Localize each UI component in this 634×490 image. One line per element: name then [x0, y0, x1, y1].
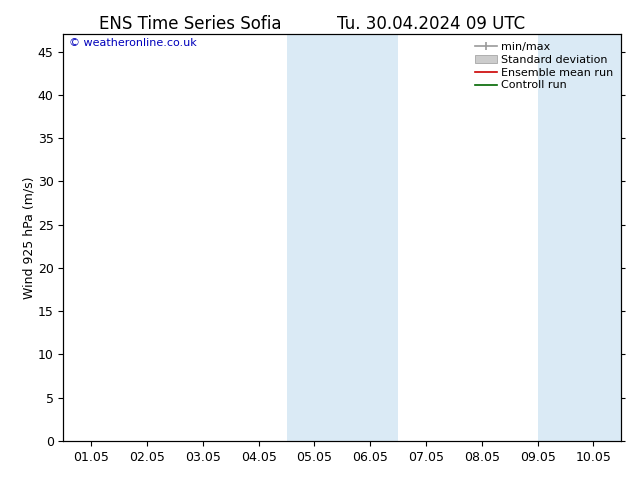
Bar: [342, 34, 398, 441]
Legend: min/max, Standard deviation, Ensemble mean run, Controll run: min/max, Standard deviation, Ensemble me…: [472, 40, 616, 93]
Text: ENS Time Series Sofia: ENS Time Series Sofia: [99, 15, 281, 33]
Bar: [287, 34, 342, 441]
Bar: [593, 34, 634, 441]
Text: © weatheronline.co.uk: © weatheronline.co.uk: [69, 38, 197, 49]
Y-axis label: Wind 925 hPa (m/s): Wind 925 hPa (m/s): [22, 176, 35, 299]
Text: Tu. 30.04.2024 09 UTC: Tu. 30.04.2024 09 UTC: [337, 15, 525, 33]
Bar: [538, 34, 593, 441]
